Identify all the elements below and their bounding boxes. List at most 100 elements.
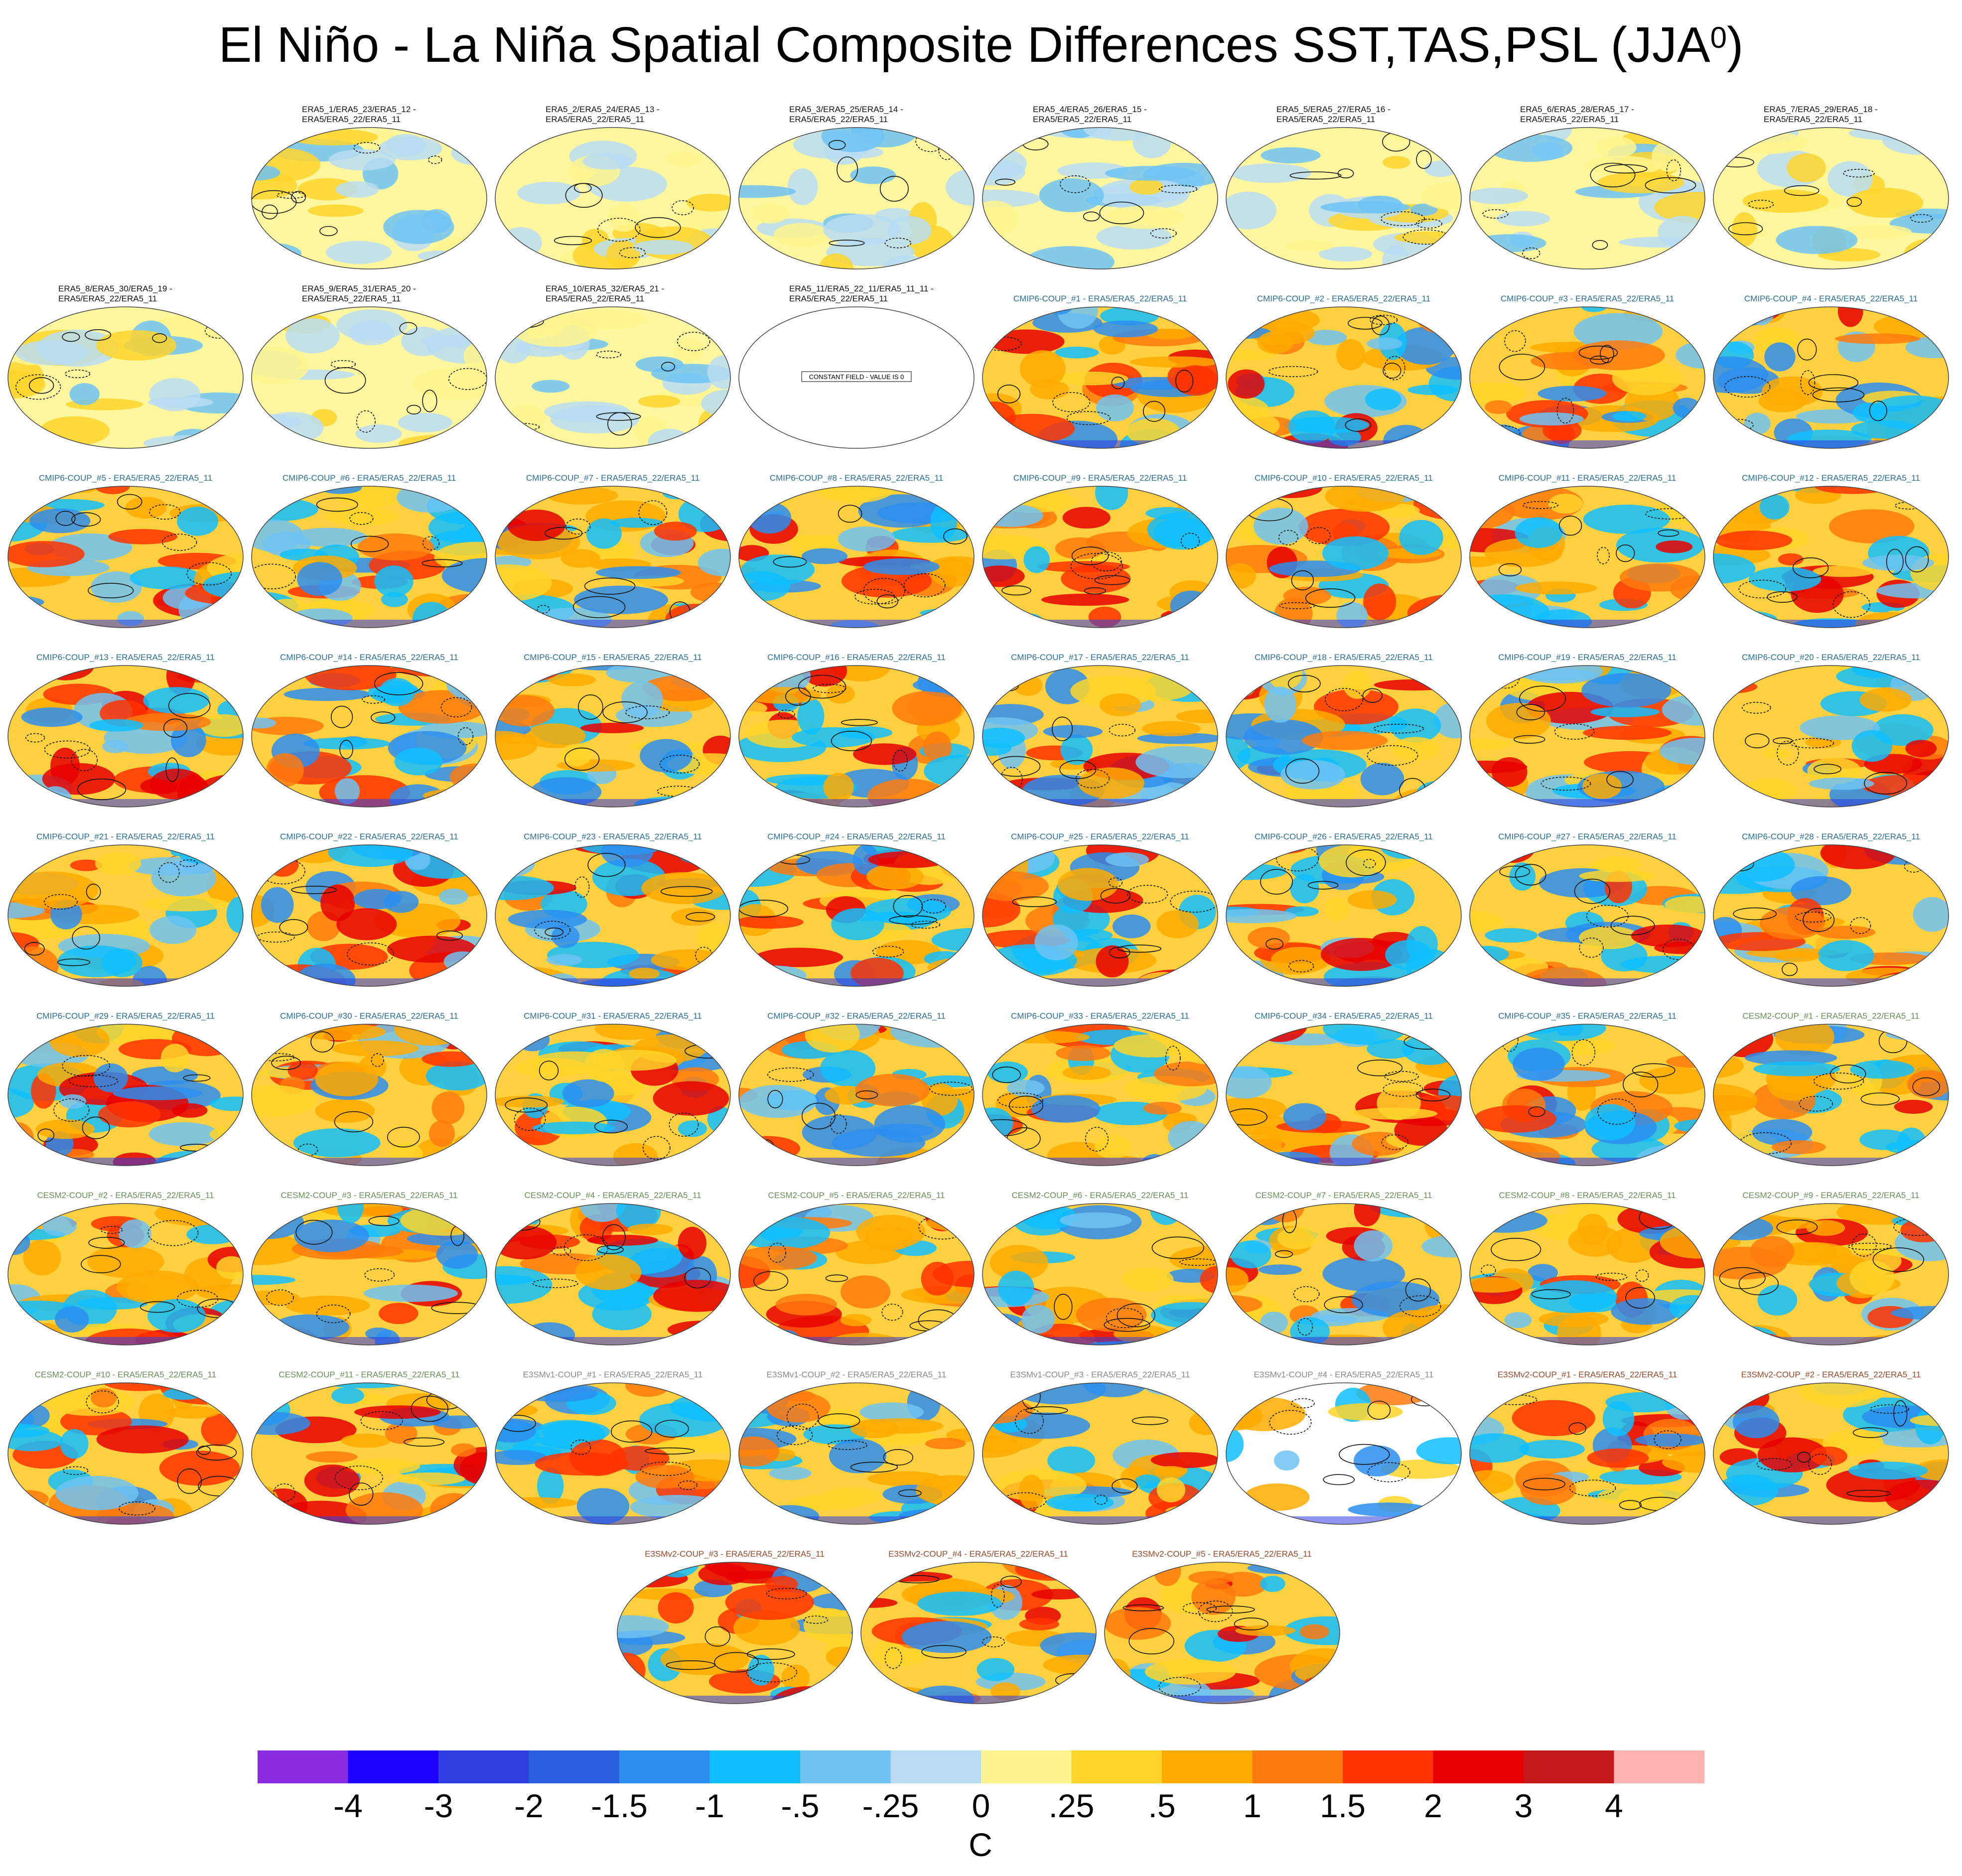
psl-contour (1578, 345, 1618, 360)
panel-title-line1: CMIP6-COUP_#20 - ERA5/ERA5_22/ERA5_11 (1742, 653, 1920, 662)
psl-contour (1586, 905, 1629, 928)
polar-anomaly-band (739, 1337, 974, 1345)
anomaly-patch (1848, 128, 1927, 140)
psl-contour (1910, 214, 1933, 223)
anomaly-patch (1590, 706, 1660, 717)
psl-contour (163, 718, 188, 738)
anomaly-patch (252, 1155, 300, 1166)
psl-contour (746, 1648, 795, 1660)
anomaly-patch (1365, 388, 1401, 411)
psl-contour (563, 1234, 609, 1261)
anomaly-patch (617, 1696, 664, 1704)
psl-contour (1416, 219, 1442, 229)
anomaly-patch (1654, 192, 1705, 224)
psl-contour (841, 719, 878, 726)
anomaly-patch (98, 1101, 161, 1128)
psl-contour (152, 333, 167, 343)
panel-title: CMIP6-COUP_#14 - ERA5/ERA5_22/ERA5_11 (250, 653, 489, 663)
psl-contour (422, 536, 440, 550)
globe-outline (1469, 1382, 1705, 1525)
anomaly-patch (252, 845, 294, 868)
psl-contour (1054, 1294, 1073, 1320)
globe-outline (495, 844, 731, 987)
anomaly-patch (1031, 1589, 1085, 1600)
anomaly-patch (379, 678, 415, 706)
anomaly-patch (859, 1402, 924, 1422)
globe-map (1469, 127, 1705, 269)
psl-contour (353, 142, 381, 154)
colorbar-swatch (1252, 1750, 1343, 1783)
anomaly-patch (823, 773, 854, 802)
anomaly-patch (363, 1284, 458, 1302)
anomaly-patch (267, 852, 299, 877)
anomaly-patch (977, 1658, 1014, 1681)
polar-anomaly-band (1226, 440, 1461, 448)
psl-contour (334, 1111, 374, 1133)
panel-title: CMIP6-COUP_#10 - ERA5/ERA5_22/ERA5_11 (1224, 473, 1463, 483)
panel-title-line1: E3SMv2-COUP_#5 - ERA5/ERA5_22/ERA5_11 (1132, 1549, 1312, 1559)
anomaly-patch (1682, 310, 1705, 325)
anomaly-patch (1470, 1433, 1530, 1463)
anomaly-patch (865, 1571, 953, 1582)
anomaly-patch (1173, 365, 1218, 396)
anomaly-patch (635, 356, 684, 373)
globe-outline (1469, 1024, 1705, 1166)
psl-contour (713, 1652, 759, 1673)
anomaly-patch (630, 1495, 725, 1519)
anomaly-patch (1581, 673, 1672, 708)
psl-contour (903, 573, 946, 598)
psl-contour (831, 730, 872, 751)
anomaly-patch (1104, 1607, 1171, 1640)
psl-contour (1052, 716, 1073, 741)
panel-title-line1: CMIP6-COUP_#33 - ERA5/ERA5_22/ERA5_11 (1011, 1011, 1189, 1021)
anomaly-patch (1274, 1450, 1300, 1471)
anomaly-patch (186, 1224, 239, 1244)
map-panel: CESM2-COUP_#9 - ERA5/ERA5_22/ERA5_11 (1711, 1181, 1951, 1347)
anomaly-patch (49, 1024, 110, 1058)
psl-contour (539, 1061, 559, 1080)
anomaly-patch (463, 341, 487, 372)
globe-map (251, 486, 487, 628)
anomaly-patch (750, 203, 789, 224)
anomaly-patch (1744, 412, 1771, 435)
globe-map (1469, 665, 1705, 807)
anomaly-patch (1470, 1494, 1491, 1521)
anomaly-patch (982, 1204, 1013, 1228)
psl-contour (1738, 579, 1787, 599)
anomaly-patch (1247, 1562, 1322, 1575)
anomaly-patch (1528, 1264, 1558, 1282)
globe-map (251, 306, 487, 449)
anomaly-patch (252, 1515, 310, 1524)
anomaly-patch (252, 717, 277, 729)
globe-map (982, 665, 1218, 807)
anomaly-patch (1156, 910, 1199, 938)
anomaly-patch (1062, 507, 1111, 529)
anomaly-patch (1302, 731, 1388, 750)
globe-outline (1713, 306, 1949, 449)
panel-title: CMIP6-COUP_#25 - ERA5/ERA5_22/ERA5_11 (981, 832, 1220, 842)
psl-contour (436, 931, 463, 941)
panel-title-line1: CMIP6-COUP_#25 - ERA5/ERA5_22/ERA5_11 (1011, 832, 1189, 841)
polar-anomaly-band (495, 1516, 730, 1524)
globe-map (495, 127, 731, 269)
anomaly-patch (1732, 212, 1757, 247)
panel-title-line1: CMIP6-COUP_#15 - ERA5/ERA5_22/ERA5_11 (524, 653, 702, 662)
anomaly-patch (1226, 1397, 1306, 1431)
panel-title: CMIP6-COUP_#21 - ERA5/ERA5_22/ERA5_11 (6, 832, 245, 842)
anomaly-patch (57, 945, 137, 977)
anomaly-patch (519, 1385, 598, 1402)
anomaly-patch (1291, 1688, 1340, 1704)
panel-title-line1: E3SMv1-COUP_#1 - ERA5/ERA5_22/ERA5_11 (523, 1370, 703, 1379)
anomaly-patch (616, 1204, 661, 1230)
anomaly-patch (754, 947, 843, 967)
panel-title-line1: CESM2-COUP_#10 - ERA5/ERA5_22/ERA5_11 (34, 1370, 217, 1379)
psl-contour (407, 404, 421, 414)
anomaly-patch (1054, 372, 1128, 386)
anomaly-patch (1399, 520, 1443, 555)
globe-map (1469, 1024, 1705, 1166)
globe-outline (738, 1382, 975, 1525)
psl-contour (1158, 1677, 1201, 1697)
psl-contour (1864, 772, 1907, 795)
anomaly-patch (1143, 1101, 1182, 1115)
globe-map (1713, 306, 1949, 449)
